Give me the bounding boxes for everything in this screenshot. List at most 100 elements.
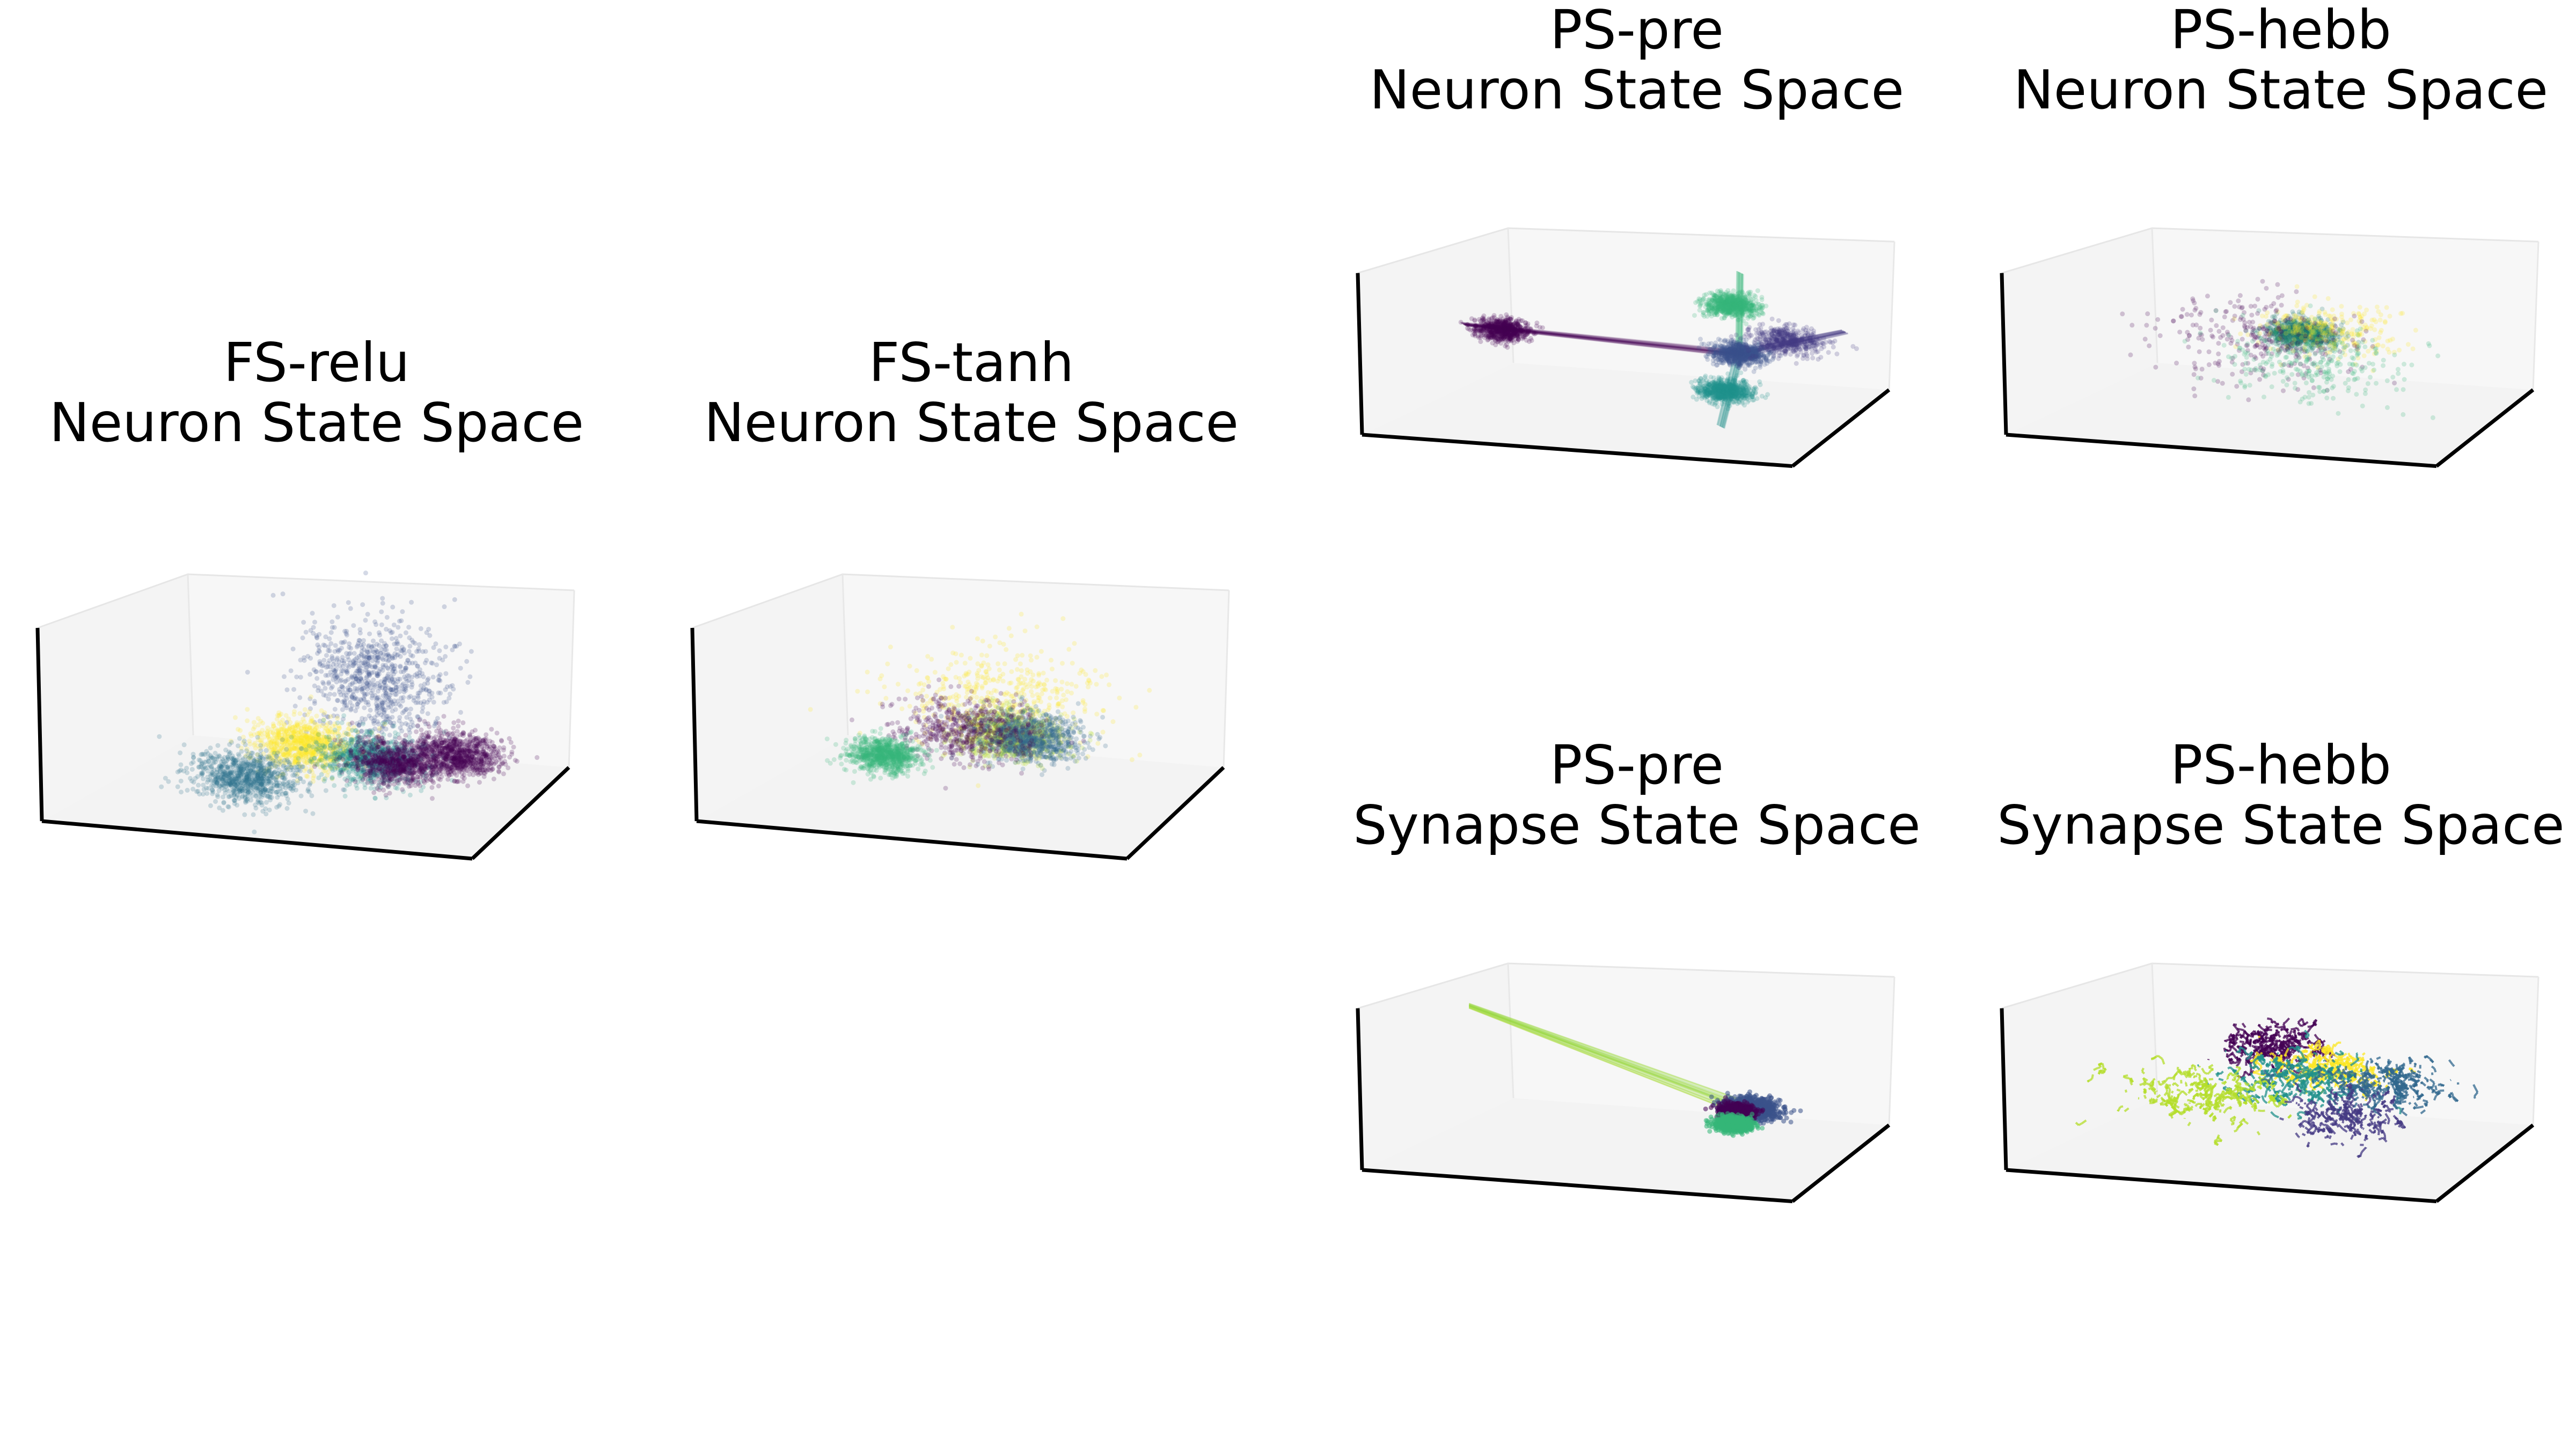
data-point	[507, 755, 513, 760]
data-point	[440, 657, 445, 663]
data-point	[344, 703, 349, 708]
data-point	[347, 722, 353, 727]
data-point	[361, 647, 367, 652]
data-point	[335, 614, 340, 620]
data-point	[348, 738, 354, 743]
plot-3d-axes	[35, 570, 575, 861]
data-point	[360, 689, 365, 694]
data-point	[376, 752, 381, 757]
data-point	[393, 685, 399, 690]
data-point	[344, 696, 349, 701]
data-point	[350, 663, 355, 668]
data-point	[339, 640, 344, 645]
data-point	[354, 668, 360, 674]
data-point	[293, 756, 298, 761]
data-point	[384, 714, 389, 719]
data-point	[389, 674, 394, 679]
data-point	[392, 736, 398, 742]
data-point	[361, 691, 367, 696]
data-point	[367, 631, 372, 636]
data-point	[327, 755, 332, 760]
data-point	[379, 656, 384, 661]
data-point	[339, 684, 345, 689]
data-point	[365, 612, 370, 617]
data-point	[374, 641, 379, 647]
data-point	[395, 679, 400, 684]
data-point	[323, 740, 328, 745]
data-point	[309, 740, 314, 745]
data-point	[275, 713, 280, 718]
data-point	[297, 711, 303, 716]
data-point	[377, 683, 383, 688]
data-point	[394, 653, 400, 658]
data-point	[409, 742, 415, 748]
data-point	[340, 749, 346, 755]
data-point	[437, 678, 443, 683]
data-point	[365, 644, 371, 649]
data-point	[389, 777, 394, 782]
data-point	[356, 678, 361, 683]
data-point	[342, 698, 347, 703]
data-point	[358, 752, 364, 758]
data-point	[275, 750, 280, 756]
data-point	[390, 668, 396, 673]
data-point	[454, 643, 459, 649]
data-point	[411, 775, 416, 781]
data-point	[368, 707, 373, 713]
data-point	[348, 646, 354, 651]
data-point	[361, 660, 366, 665]
data-point	[353, 679, 358, 685]
data-point	[371, 721, 377, 726]
data-point	[353, 657, 358, 662]
data-point	[375, 704, 380, 709]
data-point	[396, 625, 401, 630]
data-point	[406, 625, 412, 630]
data-point	[252, 724, 257, 730]
data-point	[350, 692, 356, 697]
data-point	[396, 698, 401, 704]
data-point	[379, 735, 385, 741]
data-point	[310, 751, 316, 756]
data-point	[315, 747, 320, 752]
data-point	[415, 781, 421, 786]
data-point	[366, 702, 371, 707]
data-point	[327, 729, 332, 734]
data-point	[332, 625, 337, 630]
data-point	[351, 663, 356, 668]
data-point	[414, 729, 419, 734]
data-point	[257, 730, 262, 735]
data-point	[423, 687, 429, 693]
data-point	[365, 780, 370, 785]
data-point	[415, 663, 420, 669]
data-point	[382, 680, 387, 685]
data-point	[408, 706, 413, 712]
data-point	[398, 633, 403, 639]
data-point	[363, 764, 368, 769]
data-point	[408, 653, 414, 658]
data-point	[271, 752, 276, 758]
data-point	[423, 721, 428, 727]
data-point	[375, 660, 380, 665]
data-point	[420, 744, 426, 749]
data-point	[352, 660, 357, 665]
data-point	[501, 748, 506, 753]
data-point	[358, 660, 364, 665]
data-point	[308, 759, 313, 764]
data-point	[280, 591, 286, 597]
data-point	[363, 570, 368, 576]
data-point	[433, 641, 438, 647]
data-point	[305, 654, 311, 659]
data-point	[298, 657, 303, 663]
data-point	[292, 704, 298, 709]
data-point	[298, 749, 303, 755]
data-point	[296, 737, 301, 742]
data-point	[278, 736, 283, 741]
data-point	[503, 762, 508, 767]
data-point	[292, 758, 298, 764]
data-point	[380, 596, 385, 601]
data-point	[465, 783, 471, 788]
data-point	[467, 674, 473, 679]
data-point	[396, 676, 401, 682]
data-point	[292, 760, 297, 766]
data-point	[285, 738, 290, 743]
